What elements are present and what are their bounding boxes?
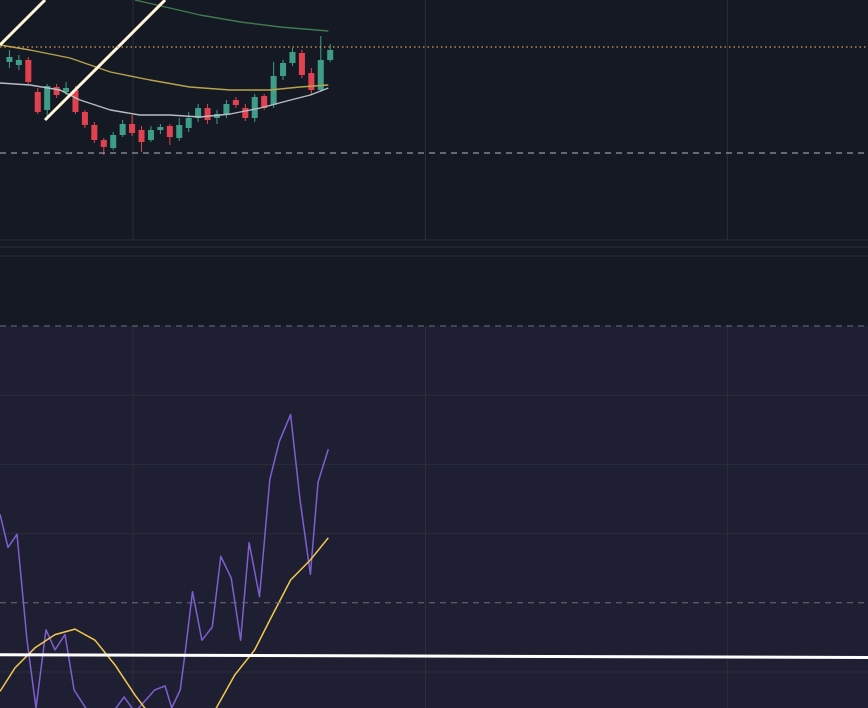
candle-body <box>81 112 88 125</box>
candle-body <box>100 140 107 147</box>
candle-body <box>308 73 315 90</box>
candle-body <box>298 53 305 75</box>
indicator-line <box>0 413 330 708</box>
oscillator-pane <box>0 326 868 708</box>
candle-body <box>270 76 277 105</box>
top-pane-bg <box>0 0 868 326</box>
candle-body <box>261 96 268 108</box>
candle-body <box>317 60 324 90</box>
candle-body <box>110 135 117 148</box>
moving-average <box>0 82 329 118</box>
indicator-line <box>0 537 329 708</box>
trend-line <box>43 0 167 122</box>
candle-body <box>204 108 211 120</box>
candle-body <box>176 125 183 138</box>
trend-line <box>0 653 868 659</box>
candle-body <box>251 97 258 118</box>
candle-body <box>63 88 70 92</box>
candle-body <box>129 124 136 133</box>
candle-body <box>147 130 154 140</box>
candle-body <box>53 87 60 95</box>
candle-body <box>91 125 98 140</box>
moving-average <box>134 0 329 32</box>
candle-body <box>232 100 239 105</box>
bottom-pane-bg <box>0 326 868 708</box>
moving-average <box>0 44 329 91</box>
candle-body <box>15 60 22 65</box>
candle-body <box>223 104 230 114</box>
candle-body <box>34 92 41 112</box>
candle-body <box>119 124 126 135</box>
candle-body <box>25 60 32 82</box>
candle-body <box>242 108 249 118</box>
candle-body <box>72 90 79 112</box>
candle-body <box>6 57 13 62</box>
candle-body <box>166 126 173 137</box>
candle-body <box>327 50 334 60</box>
candle-body <box>44 86 51 110</box>
trend-line <box>0 0 47 47</box>
candle-body <box>138 130 145 142</box>
candle-body <box>157 127 164 130</box>
candle-body <box>289 52 296 63</box>
price-pane <box>0 0 728 240</box>
candle-body <box>280 63 287 76</box>
candle-body <box>195 108 202 118</box>
candle-body <box>185 118 192 128</box>
